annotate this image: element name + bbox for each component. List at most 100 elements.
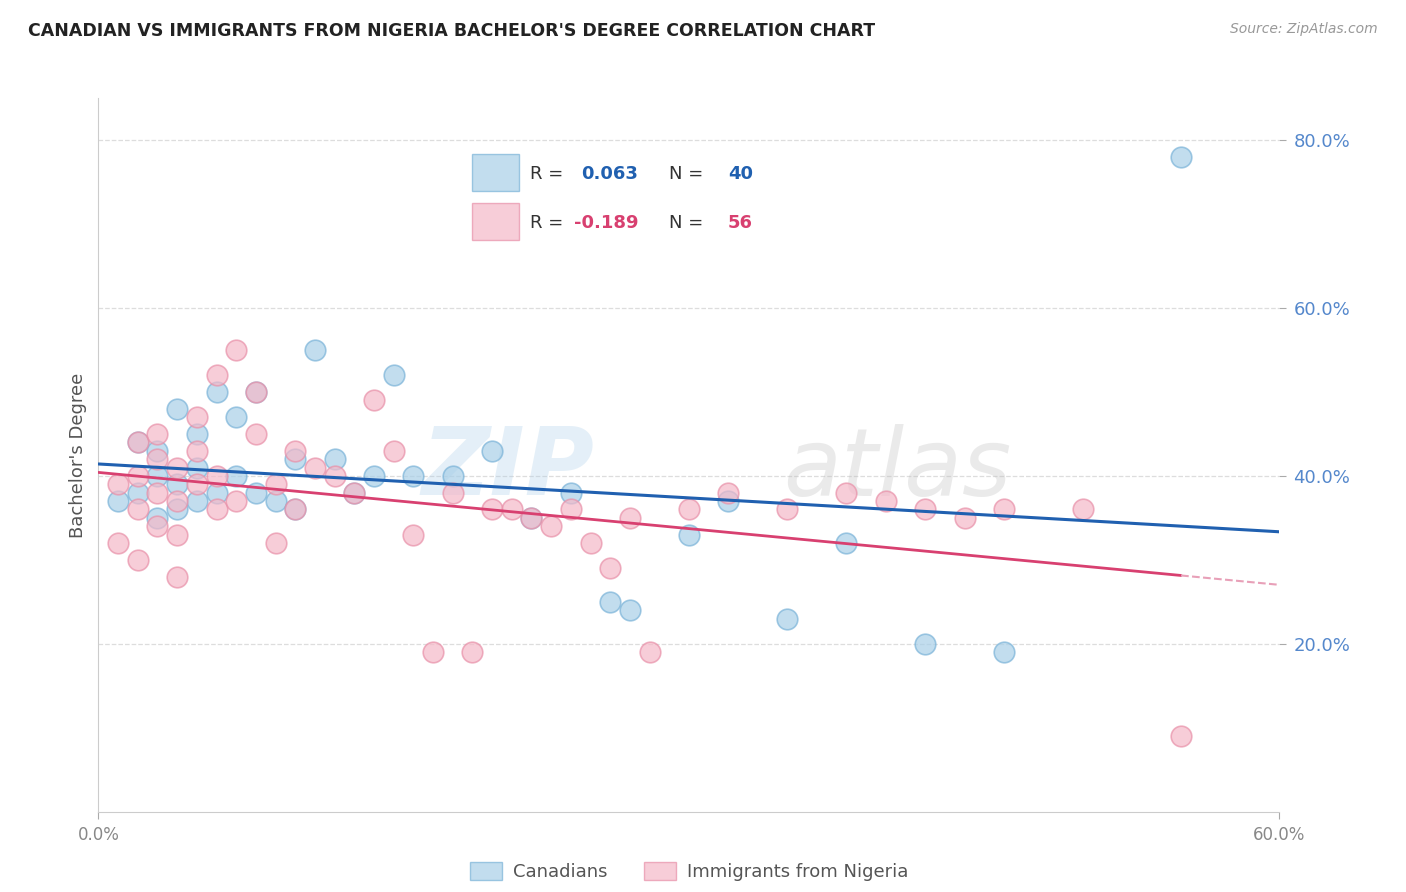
Point xyxy=(186,477,208,491)
Point xyxy=(166,460,188,475)
Point xyxy=(205,485,228,500)
Point xyxy=(245,426,267,441)
Point xyxy=(146,452,169,467)
Point xyxy=(146,469,169,483)
Point xyxy=(186,410,208,425)
Text: 0.063: 0.063 xyxy=(582,165,638,183)
Point xyxy=(205,368,228,383)
Point xyxy=(166,569,188,583)
Text: ZIP: ZIP xyxy=(422,423,595,516)
Point xyxy=(127,502,149,516)
Point xyxy=(205,469,228,483)
Point xyxy=(264,494,287,508)
Point xyxy=(127,553,149,567)
Point xyxy=(205,502,228,516)
Point xyxy=(343,485,366,500)
Point xyxy=(560,485,582,500)
Text: 40: 40 xyxy=(728,165,752,183)
Point xyxy=(363,393,385,408)
Point xyxy=(540,519,562,533)
Point xyxy=(284,502,307,516)
Point xyxy=(402,469,425,483)
Text: R =: R = xyxy=(530,214,569,232)
Point xyxy=(717,485,740,500)
Bar xyxy=(472,154,519,192)
Point xyxy=(245,485,267,500)
Text: Source: ZipAtlas.com: Source: ZipAtlas.com xyxy=(1230,22,1378,37)
Point xyxy=(205,384,228,399)
Point xyxy=(461,645,484,659)
Point xyxy=(717,494,740,508)
Text: CANADIAN VS IMMIGRANTS FROM NIGERIA BACHELOR'S DEGREE CORRELATION CHART: CANADIAN VS IMMIGRANTS FROM NIGERIA BACH… xyxy=(28,22,876,40)
Point xyxy=(166,494,188,508)
Point xyxy=(323,469,346,483)
Point xyxy=(245,384,267,399)
Point xyxy=(127,485,149,500)
Text: N =: N = xyxy=(669,165,709,183)
Point xyxy=(501,502,523,516)
Point xyxy=(520,511,543,525)
Point xyxy=(1170,150,1192,164)
Point xyxy=(304,460,326,475)
Point xyxy=(422,645,444,659)
Point xyxy=(284,443,307,458)
Text: 56: 56 xyxy=(728,214,752,232)
Point xyxy=(481,443,503,458)
Y-axis label: Bachelor's Degree: Bachelor's Degree xyxy=(69,372,87,538)
Point xyxy=(245,384,267,399)
Point xyxy=(678,527,700,541)
Point xyxy=(264,477,287,491)
Point xyxy=(186,494,208,508)
Point xyxy=(264,536,287,550)
Point xyxy=(520,511,543,525)
Point xyxy=(107,536,129,550)
Point xyxy=(146,511,169,525)
Point xyxy=(993,645,1015,659)
Point xyxy=(1170,729,1192,743)
Point xyxy=(619,511,641,525)
Point xyxy=(993,502,1015,516)
Point xyxy=(284,502,307,516)
Point xyxy=(186,443,208,458)
Point xyxy=(146,519,169,533)
Point xyxy=(186,460,208,475)
Point xyxy=(776,612,799,626)
Point xyxy=(127,469,149,483)
Point xyxy=(441,469,464,483)
Point xyxy=(284,452,307,467)
Point xyxy=(127,435,149,450)
Point xyxy=(914,502,936,516)
Point xyxy=(599,595,621,609)
Point xyxy=(382,443,405,458)
Text: N =: N = xyxy=(669,214,709,232)
Point xyxy=(186,426,208,441)
Point xyxy=(441,485,464,500)
Point xyxy=(127,435,149,450)
Point xyxy=(638,645,661,659)
Point xyxy=(382,368,405,383)
Point xyxy=(225,410,247,425)
Point xyxy=(835,536,858,550)
Point xyxy=(343,485,366,500)
Text: -0.189: -0.189 xyxy=(574,214,638,232)
Point xyxy=(776,502,799,516)
Point xyxy=(579,536,602,550)
Point xyxy=(225,343,247,357)
Point xyxy=(953,511,976,525)
Text: R =: R = xyxy=(530,165,569,183)
Point xyxy=(166,477,188,491)
Point xyxy=(678,502,700,516)
Point xyxy=(599,561,621,575)
Point xyxy=(619,603,641,617)
Point xyxy=(107,477,129,491)
Point xyxy=(402,527,425,541)
Point xyxy=(166,401,188,416)
Point xyxy=(304,343,326,357)
Point xyxy=(1071,502,1094,516)
Point xyxy=(835,485,858,500)
Bar xyxy=(472,203,519,241)
Point xyxy=(560,502,582,516)
Legend: Canadians, Immigrants from Nigeria: Canadians, Immigrants from Nigeria xyxy=(463,855,915,888)
Point xyxy=(225,494,247,508)
Point xyxy=(166,527,188,541)
